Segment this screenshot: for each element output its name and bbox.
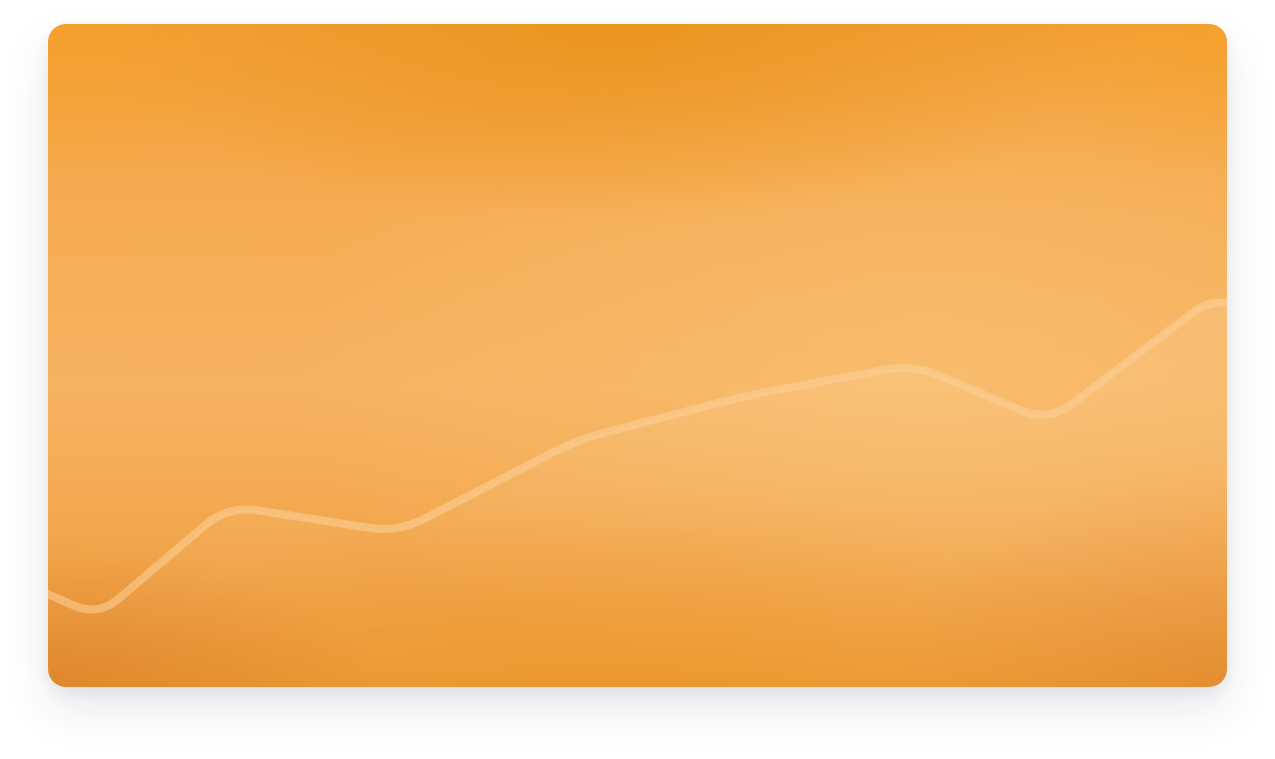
trend-line — [48, 298, 1227, 614]
trend-area — [48, 302, 1227, 687]
trend-chart — [48, 298, 1227, 687]
chart-card — [48, 24, 1227, 687]
